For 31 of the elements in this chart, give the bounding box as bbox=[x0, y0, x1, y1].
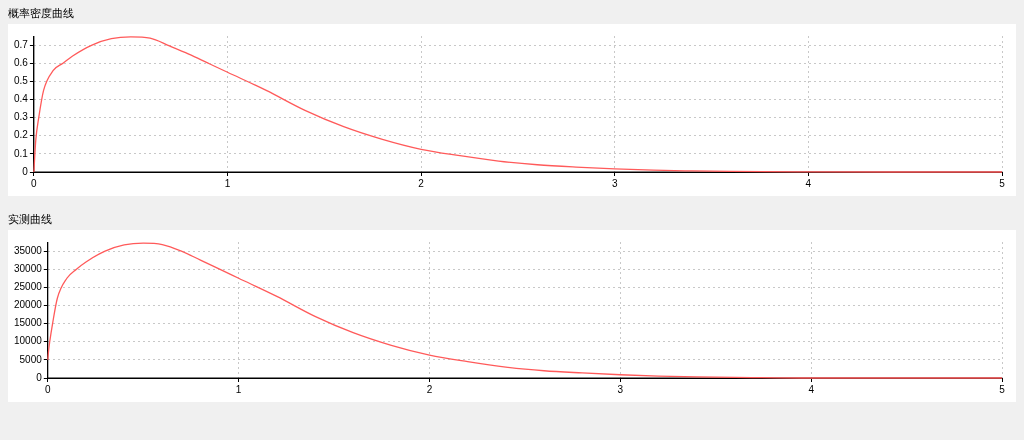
x-tick-label: 4 bbox=[805, 177, 812, 189]
y-tick-label: 10000 bbox=[14, 335, 43, 347]
y-tick-label: 0 bbox=[36, 371, 43, 383]
y-tick-label: 20000 bbox=[14, 299, 43, 311]
x-tick-label: 5 bbox=[999, 383, 1006, 395]
x-tick-label: 5 bbox=[999, 177, 1006, 189]
x-tick-label: 3 bbox=[611, 177, 618, 189]
y-tick-label: 25000 bbox=[14, 281, 43, 293]
x-tick-label: 2 bbox=[426, 383, 433, 395]
y-tick-label: 0.6 bbox=[14, 56, 29, 68]
x-tick-label: 0 bbox=[45, 383, 52, 395]
x-tick-label: 1 bbox=[235, 383, 242, 395]
chart-title: 实测曲线 bbox=[7, 212, 53, 228]
y-tick-label: 30000 bbox=[14, 262, 43, 274]
line-series bbox=[47, 242, 1003, 379]
x-tick-label: 2 bbox=[418, 177, 425, 189]
x-tick-label: 4 bbox=[808, 383, 815, 395]
y-tick-label: 0.2 bbox=[14, 129, 29, 141]
x-tick-label: 1 bbox=[224, 177, 231, 189]
y-tick-label: 35000 bbox=[14, 244, 43, 256]
y-tick-label: 0.7 bbox=[14, 38, 29, 50]
y-tick-label: 0.5 bbox=[14, 75, 29, 87]
y-tick-label: 5000 bbox=[19, 353, 43, 365]
y-tick-label: 15000 bbox=[14, 317, 43, 329]
y-tick-label: 0.3 bbox=[14, 111, 29, 123]
y-tick-label: 0.4 bbox=[14, 93, 29, 105]
x-tick-label: 3 bbox=[617, 383, 624, 395]
y-tick-label: 0.1 bbox=[14, 147, 29, 159]
y-tick-label: 0 bbox=[22, 165, 29, 177]
line-series bbox=[33, 36, 1003, 173]
chart-title: 概率密度曲线 bbox=[7, 6, 75, 22]
